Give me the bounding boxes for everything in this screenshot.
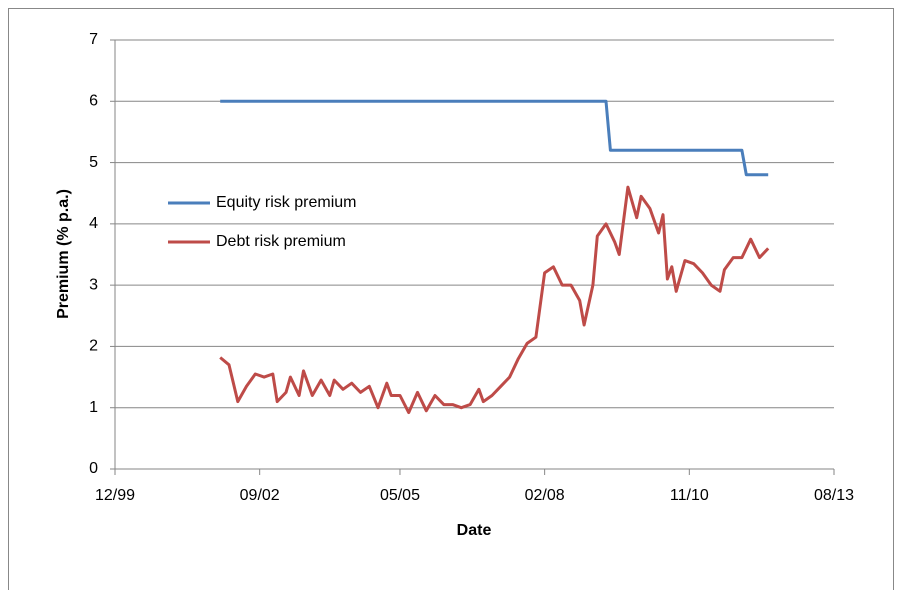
- x-tick-label: 11/10: [670, 487, 709, 504]
- y-tick-label: 4: [89, 215, 98, 232]
- y-tick-label: 6: [89, 93, 98, 110]
- line-series: [219, 185, 770, 415]
- chart-border: [8, 8, 894, 590]
- y-axis-title: Premium (% p.a.): [55, 189, 72, 319]
- y-tick-label: 7: [89, 31, 98, 48]
- y-tick-label: 1: [89, 399, 98, 416]
- x-tick-label: 08/13: [814, 487, 854, 504]
- x-tick-label: 12/99: [95, 487, 135, 504]
- x-tick-label: 09/02: [240, 487, 280, 504]
- legend-label: Debt risk premium: [216, 233, 346, 250]
- x-tick-label: 05/05: [380, 487, 420, 504]
- y-tick-label: 2: [89, 338, 98, 355]
- y-tick-label: 5: [89, 154, 98, 171]
- y-tick-label: 3: [89, 276, 98, 293]
- x-axis-title: Date: [457, 522, 492, 539]
- line-series: [220, 99, 769, 177]
- legend-label: Equity risk premium: [216, 194, 356, 211]
- y-tick-label: 0: [89, 460, 98, 477]
- x-tick-label: 02/08: [525, 487, 565, 504]
